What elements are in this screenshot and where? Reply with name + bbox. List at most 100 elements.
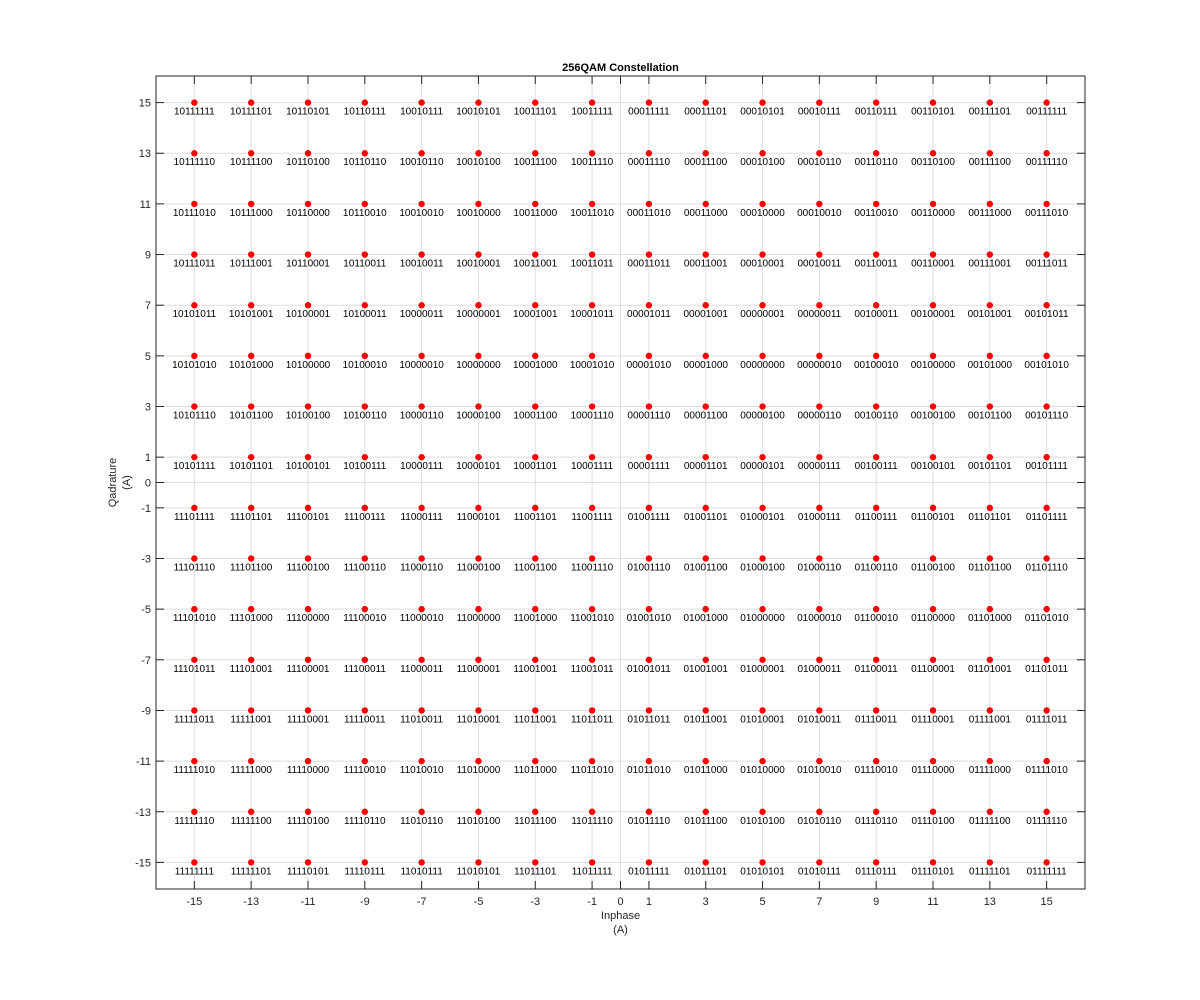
point-label: 00010000: [740, 208, 785, 219]
point-label: 11110110: [344, 816, 386, 827]
point-label: 10111011: [173, 259, 216, 270]
point-label: 10101000: [229, 360, 274, 371]
point-label: 00101001: [968, 309, 1013, 320]
point-label: 11101000: [230, 613, 273, 624]
constellation-point: [929, 302, 937, 309]
constellation-point: [247, 302, 255, 309]
constellation-point: [645, 605, 653, 613]
constellation-point: [816, 555, 823, 562]
constellation-point: [304, 251, 312, 258]
point-label: 01010011: [797, 714, 841, 725]
constellation-point: [759, 707, 766, 714]
point-label: 00111110: [1026, 157, 1068, 168]
constellation-point: [191, 200, 198, 208]
constellation-point: [475, 757, 482, 765]
point-label: 01000110: [797, 562, 841, 573]
point-label: 01111001: [969, 714, 1012, 725]
constellation-point: [929, 707, 937, 714]
point-label: 10001100: [513, 411, 557, 422]
constellation-point: [418, 555, 425, 562]
constellation-point: [191, 656, 198, 663]
constellation-point: [304, 859, 312, 866]
point-label: 01011101: [684, 866, 727, 877]
x-tick-label: -13: [243, 896, 259, 908]
x-tick-label: 7: [816, 896, 822, 908]
constellation-point: [759, 504, 766, 512]
point-label: 10110100: [286, 157, 330, 168]
y-tick-label: 9: [145, 250, 151, 262]
constellation-point: [247, 352, 255, 360]
constellation-point: [872, 555, 880, 562]
point-label: 01110101: [911, 866, 954, 877]
constellation-point: [191, 605, 198, 613]
x-tick-label: 9: [873, 896, 879, 908]
point-label: 00101100: [968, 411, 1012, 422]
y-tick-label: 7: [145, 300, 151, 312]
constellation-point: [759, 555, 766, 562]
point-label: 11000010: [400, 613, 444, 624]
constellation-point: [418, 656, 425, 663]
constellation-point: [418, 150, 425, 157]
point-label: 10001001: [513, 309, 558, 320]
point-label: 11010000: [457, 765, 501, 776]
point-label: 00011111: [628, 107, 670, 118]
point-label: 11010110: [400, 816, 443, 827]
point-label: 11110011: [344, 714, 386, 725]
constellation-point: [1043, 352, 1050, 360]
x-tick-label: -5: [474, 896, 484, 908]
constellation-point: [759, 656, 766, 663]
point-label: 00111000: [968, 208, 1011, 219]
constellation-point: [475, 352, 482, 360]
x-tick-label: 15: [1041, 896, 1053, 908]
constellation-point: [702, 453, 709, 461]
constellation-point: [304, 99, 312, 106]
point-label: 11110010: [344, 765, 387, 776]
constellation-point: [191, 302, 198, 309]
constellation-point: [418, 200, 425, 208]
point-label: 01110110: [855, 816, 898, 827]
constellation-point: [1043, 504, 1050, 512]
constellation-point: [986, 504, 994, 512]
point-label: 01001110: [627, 562, 670, 573]
point-label: 01110000: [911, 765, 954, 776]
point-label: 10100001: [286, 309, 331, 320]
x-tick-label: 13: [984, 896, 996, 908]
point-label: 01010000: [740, 765, 785, 776]
constellation-point: [816, 656, 823, 663]
point-label: 10110101: [286, 107, 330, 118]
point-label: 01011110: [628, 816, 671, 827]
constellation-point: [645, 504, 653, 512]
point-label: 10000101: [456, 461, 501, 472]
point-label: 10101111: [173, 461, 216, 472]
point-label: 11100000: [286, 613, 329, 624]
constellation-point: [361, 707, 369, 714]
constellation-point: [588, 707, 596, 714]
point-label: 11111111: [175, 866, 215, 877]
point-label: 00110000: [911, 208, 955, 219]
point-label: 01111010: [1026, 765, 1069, 776]
constellation-point: [872, 504, 880, 512]
point-label: 10111100: [230, 157, 273, 168]
constellation-point: [702, 352, 709, 360]
point-label: 01101101: [968, 512, 1011, 523]
point-label: 10111111: [174, 107, 215, 118]
point-label: 11101101: [230, 512, 273, 523]
constellation-point: [1043, 859, 1050, 866]
constellation-point: [361, 251, 369, 258]
point-label: 01001010: [627, 613, 672, 624]
point-label: 00111011: [1026, 259, 1069, 270]
point-label: 00100010: [854, 360, 899, 371]
point-label: 11000011: [400, 664, 443, 675]
constellation-point: [816, 808, 823, 815]
constellation-point: [816, 453, 823, 461]
constellation-point: [247, 859, 255, 866]
constellation-points: [191, 99, 1050, 866]
point-label: 00011011: [627, 259, 670, 270]
point-label: 01000001: [740, 664, 785, 675]
constellation-point: [986, 859, 994, 866]
constellation-point: [645, 200, 653, 208]
constellation-point: [645, 403, 653, 410]
point-label: 01100100: [911, 562, 955, 573]
constellation-point: [191, 403, 198, 410]
